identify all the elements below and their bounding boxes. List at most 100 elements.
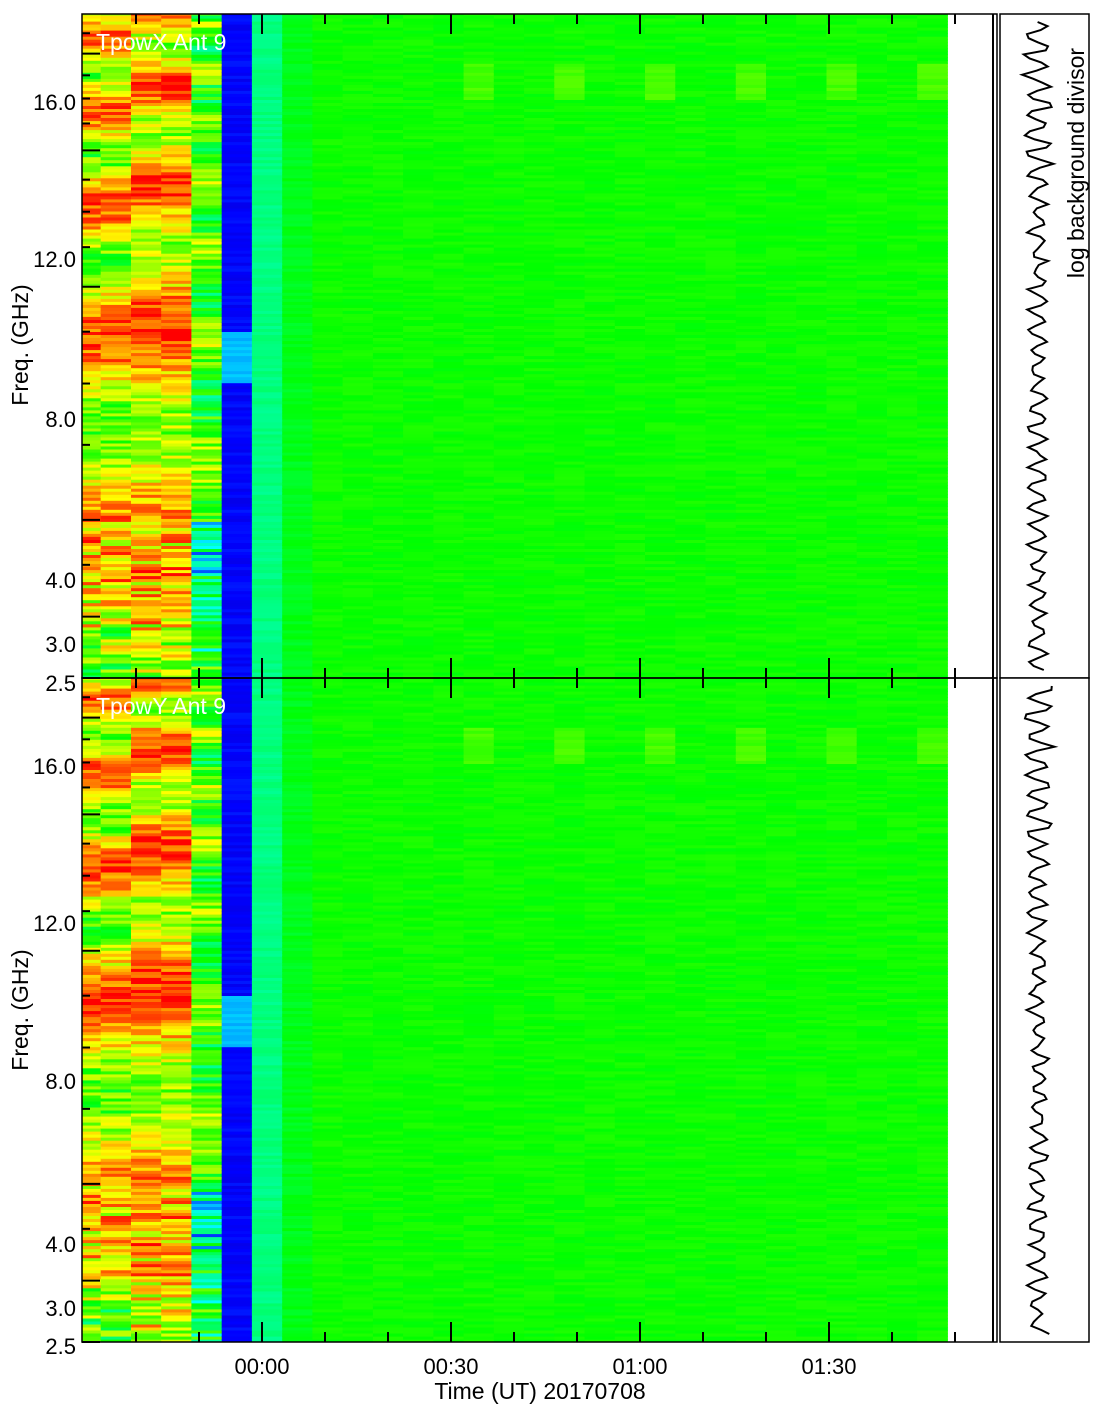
heatmap-cell [40,548,71,552]
heatmap-cell [312,638,344,643]
heatmap-cell [584,328,616,332]
heatmap-cell [161,310,192,314]
heatmap-cell [100,569,132,574]
heatmap-cell [403,599,434,604]
heatmap-cell [372,494,404,498]
heatmap-cell [433,238,465,242]
heatmap-cell [584,138,616,143]
heatmap-cell [554,331,585,335]
heatmap-cell [372,75,404,79]
heatmap-cell [403,135,434,140]
heatmap-cell [433,548,465,552]
heatmap-cell [524,364,555,369]
heatmap-cell [584,394,616,399]
heatmap-cell [524,195,555,200]
heatmap-cell [614,358,646,363]
heatmap-cell [403,30,434,34]
heatmap-cell [342,96,374,100]
heatmap-cell [614,412,646,417]
heatmap-cell [675,509,706,513]
heatmap-cell [554,542,585,546]
heatmap-cell [463,171,495,176]
heatmap-cell [131,256,162,260]
heatmap-cell [524,78,555,82]
heatmap-cell [82,623,102,628]
heatmap-cell [312,153,344,158]
heatmap-cell [524,96,555,100]
heatmap-cell [40,515,71,519]
heatmap-cell [463,87,495,91]
heatmap-cell [645,412,676,417]
heatmap-cell [100,111,132,115]
heatmap-cell [82,421,102,426]
heatmap-cell [312,138,344,143]
heatmap-cell [342,229,374,233]
heatmap-cell [82,253,102,257]
heatmap-cell [191,647,223,652]
heatmap-cell [584,250,616,254]
heatmap-cell [282,159,313,164]
heatmap-cell [463,90,495,94]
heatmap-cell [645,108,676,112]
heatmap-cell [161,304,192,308]
heatmap-cell [463,509,495,513]
heatmap-cell [372,244,404,248]
heatmap-cell [524,15,555,19]
heatmap-cell [10,151,41,155]
heatmap-cell [554,349,585,354]
heatmap-cell [282,78,313,82]
heatmap-cell [10,410,41,414]
heatmap-cell [161,99,192,103]
heatmap-cell [221,424,253,429]
heatmap-cell [584,599,616,604]
heatmap-cell [40,612,71,616]
heatmap-cell [645,286,676,290]
heatmap-cell [10,72,41,76]
heatmap-cell [645,207,676,212]
heatmap-cell [40,148,71,152]
heatmap-cell [221,168,253,173]
heatmap-cell [161,370,192,375]
heatmap-cell [554,470,585,474]
heatmap-cell [161,48,192,52]
heatmap-cell [221,397,253,402]
heatmap-cell [40,609,71,613]
heatmap-cell [40,398,71,402]
heatmap-cell [645,225,676,230]
heatmap-cell [342,669,374,673]
heatmap-cell [645,331,676,335]
heatmap-cell [100,57,132,61]
heatmap-cell [372,503,404,507]
heatmap-cell [100,593,132,598]
heatmap-cell [645,617,676,622]
heatmap-cell [282,295,313,299]
heatmap-cell [251,449,283,453]
heatmap-cell [403,542,434,546]
heatmap-cell [614,325,646,329]
heatmap-cell [191,581,223,586]
heatmap-cell [463,415,495,420]
heatmap-cell [372,219,404,224]
heatmap-cell [645,572,676,577]
heatmap-cell [191,382,223,387]
heatmap-cell [161,467,192,471]
heatmap-cell [10,178,41,182]
heatmap-cell [282,24,313,28]
heatmap-cell [342,283,374,287]
heatmap-cell [645,325,676,329]
heatmap-cell [433,84,465,88]
heatmap-cell [10,524,41,528]
heatmap-cell [403,174,434,179]
heatmap-cell [312,286,344,290]
heatmap-cell [40,21,71,25]
heatmap-cell [675,584,706,589]
heatmap-cell [282,672,313,676]
heatmap-cell [312,14,344,16]
heatmap-cell [554,165,585,170]
heatmap-cell [554,515,585,519]
heatmap-cell [251,364,283,369]
heatmap-cell [372,491,404,495]
heatmap-cell [82,295,102,299]
heatmap-cell [675,512,706,516]
heatmap-cell [433,394,465,399]
